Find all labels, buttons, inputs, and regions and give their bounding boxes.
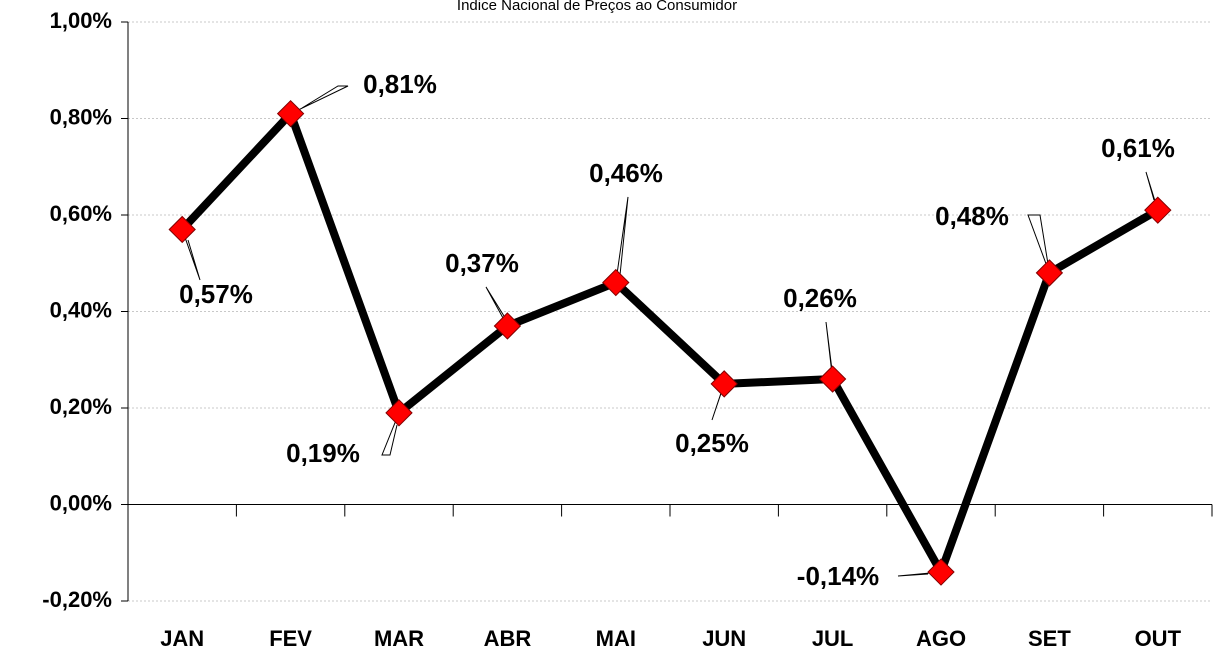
marker	[602, 268, 630, 297]
marker	[1144, 196, 1172, 224]
data-label: 0,26%	[783, 283, 857, 313]
marker	[385, 399, 413, 427]
x-tick-label: JAN	[160, 626, 204, 651]
leader-line	[825, 321, 834, 380]
leader-line	[897, 571, 942, 577]
x-tick-label: OUT	[1135, 626, 1182, 651]
marker	[710, 370, 738, 398]
marker	[927, 558, 955, 586]
x-tick-label: AGO	[916, 626, 966, 651]
data-label: 0,37%	[445, 248, 519, 278]
y-tick-label: -0,20%	[42, 587, 112, 612]
x-tick-label: SET	[1028, 626, 1071, 651]
data-label: 0,19%	[286, 438, 360, 468]
x-tick-label: MAI	[596, 626, 636, 651]
data-label: 0,25%	[675, 428, 749, 458]
data-label: 0,48%	[935, 201, 1009, 231]
y-tick-label: 0,60%	[50, 201, 112, 226]
marker	[818, 365, 847, 393]
y-tick-label: 0,80%	[50, 104, 112, 129]
data-label: 0,57%	[179, 279, 253, 309]
data-label: 0,81%	[363, 69, 437, 99]
y-tick-label: 1,00%	[50, 8, 112, 33]
x-tick-label: MAR	[374, 626, 424, 651]
x-tick-label: FEV	[269, 626, 312, 651]
y-tick-label: 0,40%	[50, 297, 112, 322]
leader-line	[615, 196, 629, 283]
y-tick-label: 0,20%	[50, 394, 112, 419]
series-line	[179, 109, 1160, 577]
marker	[493, 312, 522, 340]
x-tick-label: ABR	[484, 626, 532, 651]
chart-title: Índice Nacional de Preços ao Consumidor	[457, 0, 737, 14]
x-tick-label: JUN	[702, 626, 746, 651]
marker	[276, 99, 305, 128]
marker	[168, 215, 196, 244]
leader-line	[711, 383, 725, 421]
leader-line	[1027, 214, 1050, 274]
x-tick-label: JUL	[812, 626, 854, 651]
marker	[1035, 259, 1064, 287]
leader-line	[381, 412, 400, 456]
leader-line	[1145, 171, 1159, 211]
leader-line	[485, 286, 508, 327]
data-label: 0,46%	[589, 158, 663, 188]
data-label: -0,14%	[797, 561, 879, 591]
leader-line	[181, 229, 201, 281]
data-label: 0,61%	[1101, 133, 1175, 163]
y-tick-label: 0,00%	[50, 490, 112, 515]
leader-line	[290, 85, 349, 115]
